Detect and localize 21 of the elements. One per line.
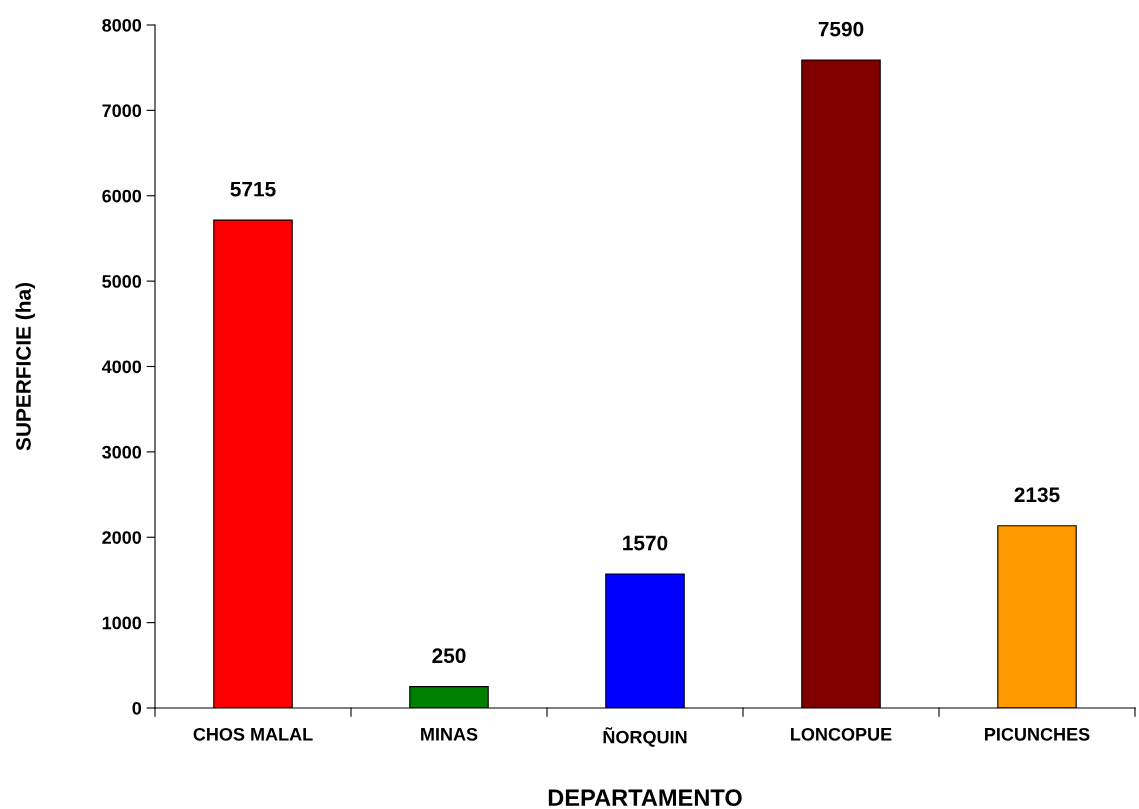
y-tick-label: 3000 — [102, 445, 142, 459]
x-tick-label: CHOS MALAL — [193, 727, 313, 741]
y-tick-label: 7000 — [102, 104, 142, 118]
x-tick-label: PICUNCHES — [985, 727, 1090, 741]
y-tick-label: 0 — [132, 701, 142, 715]
y-tick-label: 6000 — [102, 189, 142, 203]
y-axis-title: SUPERFICIE (ha) — [15, 283, 35, 451]
x-tick-label: MINAS — [421, 727, 478, 741]
y-tick-label: 4000 — [101, 360, 142, 374]
y-tick-label: 1000 — [102, 616, 142, 630]
data-label: 1570 — [623, 535, 668, 551]
data-label: 2135 — [1014, 487, 1060, 503]
data-label: 250 — [432, 648, 466, 664]
data-label: 5715 — [230, 181, 276, 197]
data-label: 7590 — [818, 21, 864, 37]
y-tick-label: 5000 — [102, 275, 142, 288]
y-tick-label: 8000 — [102, 18, 142, 32]
y-tick-label: 2000 — [102, 531, 142, 544]
x-tick-label: ÑORQUIN — [603, 727, 687, 747]
x-axis-title: DEPARTAMENTO — [548, 789, 742, 807]
x-tick-label: LONCOPUE — [791, 727, 892, 741]
